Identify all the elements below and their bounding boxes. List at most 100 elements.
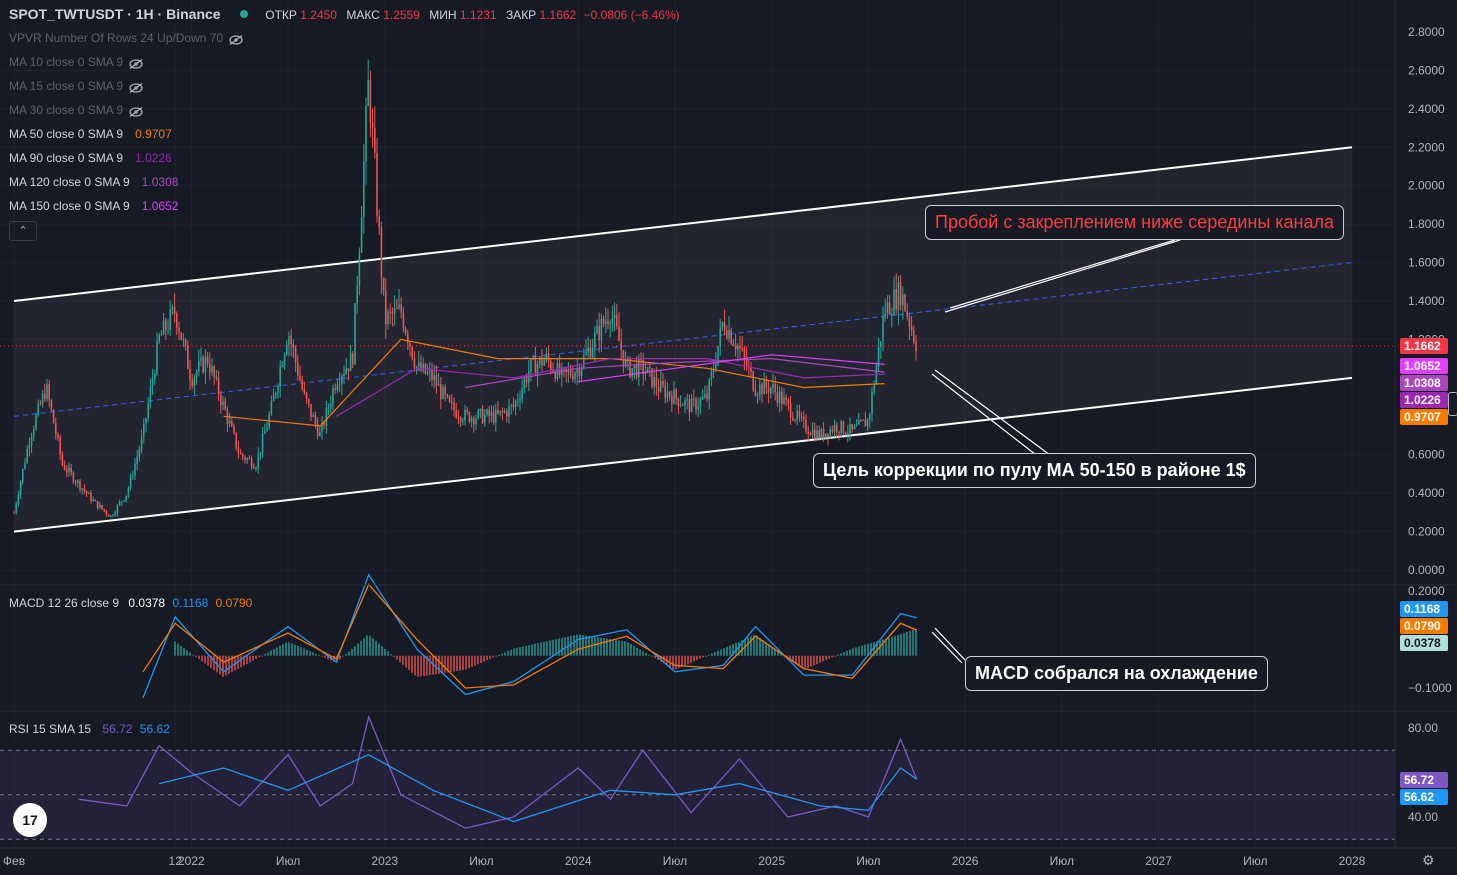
candle-body — [673, 389, 675, 404]
candle-body — [739, 345, 741, 349]
time-tick-label: 2023 — [371, 854, 398, 868]
symbol-title[interactable]: SPOT_TWTUSDT · 1H · Binance — [9, 6, 221, 22]
macd-histogram-bar — [315, 653, 317, 656]
macd-histogram-bar — [846, 650, 848, 656]
candle-body — [534, 356, 537, 375]
candle-body — [664, 385, 666, 398]
candle-body — [182, 339, 185, 341]
candle-body — [138, 449, 141, 457]
candle-body — [699, 398, 702, 407]
candle-body — [107, 514, 110, 517]
rsi-legend[interactable]: RSI 15 SMA 15 56.72 56.62 — [9, 722, 170, 736]
candle-body — [745, 357, 748, 367]
candle-body — [365, 105, 367, 162]
candle-body — [783, 397, 785, 404]
macd-histogram-bar — [519, 647, 521, 656]
candle-body — [334, 388, 336, 390]
candle-body — [206, 356, 209, 364]
rsi-tick-label: 80.00 — [1408, 721, 1438, 735]
candle-body — [726, 330, 728, 339]
candle-body — [580, 367, 583, 377]
breakout-annotation[interactable]: Пробой с закреплением ниже середины кана… — [925, 205, 1345, 240]
candle-body — [209, 363, 211, 373]
macd-histogram-bar — [858, 646, 860, 656]
macd-histogram-bar — [885, 638, 887, 656]
hidden-eye-icon[interactable] — [129, 58, 143, 69]
scale-drag-handle[interactable] — [1448, 392, 1457, 416]
candle-body — [184, 339, 187, 346]
callout-leader — [949, 239, 1176, 309]
candle-body — [572, 375, 574, 380]
macd-histogram-bar — [435, 655, 437, 675]
candle-body — [886, 301, 889, 314]
ma-line-ma90 — [336, 358, 885, 417]
price-channel[interactable] — [0, 146, 1395, 533]
tradingview-logo[interactable]: 17 — [13, 803, 47, 837]
collapse-legend-button[interactable]: ⌃ — [9, 221, 37, 241]
low-label: МИН — [429, 8, 457, 22]
candle-body — [796, 410, 798, 420]
candle-body — [211, 366, 213, 373]
candle-body — [484, 415, 486, 423]
macd-histogram-bar — [669, 655, 671, 668]
indicator-row[interactable]: MA 50 close 0 SMA 9 0.9707 — [9, 127, 172, 141]
macd-histogram-bar — [873, 642, 875, 656]
macd-histogram-bar — [732, 644, 734, 656]
indicator-row[interactable]: MA 120 close 0 SMA 9 1.0308 — [9, 175, 178, 189]
price-axis[interactable]: 2.8000 2.6000 2.4000 2.2000 2.0000 1.8000 1.60… — [1400, 25, 1452, 824]
candle-body — [228, 420, 231, 424]
hidden-eye-icon[interactable] — [129, 106, 143, 117]
indicator-row[interactable]: MA 10 close 0 SMA 9 — [9, 55, 143, 69]
candle-body — [754, 389, 757, 396]
candle-body — [407, 333, 409, 344]
macd-histogram-bar — [864, 644, 866, 656]
pane-separators[interactable] — [0, 0, 1457, 849]
candle-body — [440, 383, 442, 399]
macd-histogram-bar — [684, 655, 686, 666]
callout-leader — [934, 369, 1051, 456]
target-annotation[interactable]: Цель коррекции по пулу МА 50-150 в район… — [813, 453, 1256, 488]
candle-body — [657, 387, 660, 392]
price-tick-label: 2.8000 — [1408, 25, 1445, 39]
macd-legend[interactable]: MACD 12 26 close 9 0.0378 0.1168 0.0790 — [9, 596, 252, 610]
macd-histogram-bar — [714, 652, 716, 656]
macd-histogram-bar — [612, 639, 614, 656]
macd-histogram-bar — [705, 655, 707, 657]
price-tick-label: 2.4000 — [1408, 102, 1445, 116]
candle-body — [818, 430, 820, 439]
candle-body — [772, 384, 774, 388]
candle-body — [642, 360, 644, 374]
macd-histogram-bar — [183, 648, 185, 656]
indicator-row[interactable]: MA 150 close 0 SMA 9 1.0652 — [9, 199, 178, 213]
macd-annotation[interactable]: MACD собрался на охлаждение — [965, 656, 1268, 691]
macd-histogram-bar — [198, 655, 200, 660]
macd-histogram-bar — [651, 655, 653, 657]
candle-body — [893, 289, 895, 315]
candle-body — [600, 318, 603, 341]
macd-histogram-bar — [546, 641, 548, 656]
candle-body — [63, 464, 66, 470]
candle-body — [321, 422, 323, 432]
rsi-pane — [0, 714, 1395, 840]
indicator-row[interactable]: VPVR Number Of Rows 24 Up/Down 70 — [9, 31, 243, 45]
macd-tag: 0.0790 — [1404, 619, 1441, 633]
candle-body — [398, 304, 400, 309]
macd-histogram-bar — [528, 645, 530, 656]
candle-body — [299, 375, 301, 381]
time-tick-label: 2028 — [1339, 854, 1366, 868]
hidden-eye-icon[interactable] — [129, 82, 143, 93]
candle-body — [510, 405, 512, 407]
candle-body — [347, 368, 350, 372]
candle-body — [77, 480, 79, 483]
hidden-eye-icon[interactable] — [229, 34, 243, 45]
candle-body — [787, 399, 790, 404]
macd-histogram-bar — [798, 655, 800, 667]
indicator-row[interactable]: MA 15 close 0 SMA 9 — [9, 79, 143, 93]
macd-histogram-bar — [294, 644, 296, 656]
indicator-row[interactable]: MA 90 close 0 SMA 9 1.0226 — [9, 151, 172, 165]
indicator-row[interactable]: MA 30 close 0 SMA 9 — [9, 103, 143, 117]
candle-body — [763, 379, 765, 395]
settings-gear-icon[interactable]: ⚙ — [1422, 852, 1435, 868]
